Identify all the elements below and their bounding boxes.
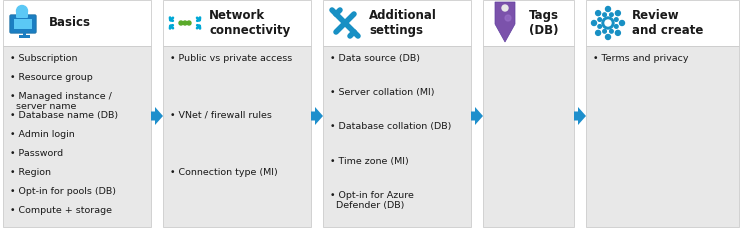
Circle shape	[187, 21, 191, 25]
Circle shape	[610, 30, 613, 33]
FancyBboxPatch shape	[323, 0, 471, 46]
Text: Tags
(DB): Tags (DB)	[529, 9, 559, 37]
Text: Additional
settings: Additional settings	[369, 9, 437, 37]
Polygon shape	[495, 2, 515, 42]
Circle shape	[615, 11, 620, 16]
Text: Basics: Basics	[49, 16, 91, 30]
FancyBboxPatch shape	[586, 46, 739, 227]
Circle shape	[605, 20, 611, 26]
Text: • Managed instance /
  server name: • Managed instance / server name	[10, 92, 112, 111]
Text: • Connection type (MI): • Connection type (MI)	[170, 168, 278, 177]
FancyBboxPatch shape	[3, 46, 151, 227]
FancyBboxPatch shape	[3, 0, 151, 46]
FancyArrow shape	[311, 107, 323, 125]
Text: • Server collation (MI): • Server collation (MI)	[330, 88, 435, 97]
Circle shape	[620, 21, 625, 25]
Circle shape	[605, 6, 611, 12]
Text: • Password: • Password	[10, 149, 63, 158]
Circle shape	[591, 21, 597, 25]
Text: • Resource group: • Resource group	[10, 73, 93, 82]
Text: • Region: • Region	[10, 168, 51, 177]
Text: Network
connectivity: Network connectivity	[209, 9, 290, 37]
FancyBboxPatch shape	[10, 15, 36, 33]
FancyBboxPatch shape	[483, 46, 574, 227]
Text: • Database name (DB): • Database name (DB)	[10, 111, 118, 120]
Text: • Opt-in for Azure
  Defender (DB): • Opt-in for Azure Defender (DB)	[330, 191, 414, 210]
Circle shape	[614, 18, 618, 21]
Circle shape	[602, 17, 614, 29]
FancyArrow shape	[471, 107, 483, 125]
Text: • Database collation (DB): • Database collation (DB)	[330, 122, 451, 131]
Text: • VNet / firewall rules: • VNet / firewall rules	[170, 111, 272, 120]
FancyBboxPatch shape	[163, 46, 311, 227]
FancyArrow shape	[574, 107, 586, 125]
Circle shape	[598, 25, 602, 28]
Circle shape	[614, 25, 618, 28]
Text: • Opt-in for pools (DB): • Opt-in for pools (DB)	[10, 187, 116, 196]
Circle shape	[502, 5, 508, 11]
Circle shape	[596, 30, 600, 35]
Text: • Terms and privacy: • Terms and privacy	[593, 54, 689, 63]
Circle shape	[179, 21, 183, 25]
FancyBboxPatch shape	[14, 19, 32, 29]
Circle shape	[183, 21, 187, 25]
Circle shape	[505, 15, 511, 21]
Circle shape	[605, 34, 611, 40]
Text: • Admin login: • Admin login	[10, 130, 75, 139]
FancyBboxPatch shape	[19, 35, 30, 38]
Text: Review
and create: Review and create	[632, 9, 703, 37]
Circle shape	[16, 6, 27, 16]
Text: • Data source (DB): • Data source (DB)	[330, 54, 420, 63]
Text: • Public vs private access: • Public vs private access	[170, 54, 292, 63]
Circle shape	[603, 13, 606, 16]
FancyBboxPatch shape	[483, 0, 574, 46]
Circle shape	[603, 30, 606, 33]
Text: • Subscription: • Subscription	[10, 54, 77, 63]
Text: • Compute + storage: • Compute + storage	[10, 206, 112, 215]
FancyBboxPatch shape	[163, 0, 311, 46]
FancyBboxPatch shape	[16, 11, 28, 18]
Circle shape	[610, 13, 613, 16]
FancyBboxPatch shape	[586, 0, 739, 46]
Circle shape	[596, 11, 600, 16]
Text: • Time zone (MI): • Time zone (MI)	[330, 157, 409, 166]
Circle shape	[615, 30, 620, 35]
Circle shape	[598, 18, 602, 21]
FancyBboxPatch shape	[23, 31, 26, 36]
FancyArrow shape	[151, 107, 163, 125]
FancyBboxPatch shape	[323, 46, 471, 227]
